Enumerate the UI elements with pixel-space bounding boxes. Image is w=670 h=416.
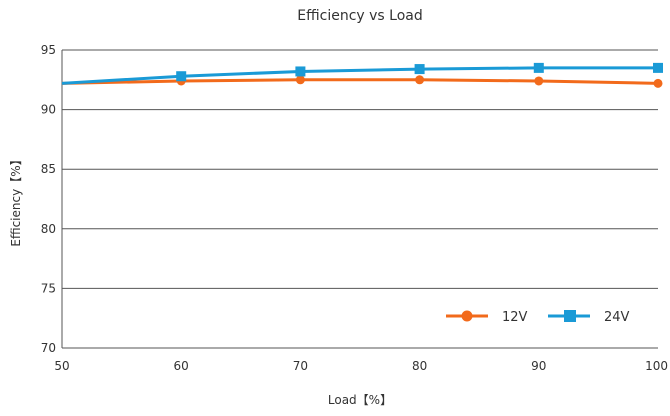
x-axis-title: Load【%】: [328, 393, 392, 407]
x-tick-label: 100: [645, 359, 668, 373]
data-point-24V: [295, 66, 306, 77]
data-point-24V: [533, 62, 544, 73]
y-tick-label: 70: [41, 341, 56, 355]
data-point-24V: [176, 71, 187, 82]
y-tick-label: 80: [41, 222, 56, 236]
y-tick-label: 85: [41, 162, 56, 176]
x-tick-label: 60: [174, 359, 189, 373]
y-tick-label: 90: [41, 103, 56, 117]
legend-label-24V: 24V: [604, 310, 630, 325]
series-line-12V: [61, 78, 659, 85]
x-tick-label: 70: [293, 359, 308, 373]
data-point-12V: [534, 76, 544, 86]
legend-marker-12V: [461, 310, 473, 322]
data-point-12V: [415, 75, 425, 85]
data-point-24V: [414, 64, 425, 75]
series-line-24V: [61, 66, 658, 85]
y-tick-labels: 70 75 80 85 90 95: [41, 43, 56, 355]
grid-lines: [62, 49, 658, 349]
legend: 12V 24V: [446, 310, 630, 325]
chart-title: Efficiency vs Load: [297, 8, 423, 24]
series-markers: [176, 62, 663, 88]
x-tick-label: 80: [412, 359, 427, 373]
axes: [61, 50, 658, 349]
data-point-24V: [653, 62, 663, 73]
legend-label-12V: 12V: [502, 310, 528, 325]
legend-marker-24V: [564, 310, 576, 322]
x-tick-labels: 50 60 70 80 90 100: [54, 359, 668, 373]
x-tick-label: 50: [54, 359, 69, 373]
y-axis-title: Efficiency【%】: [9, 153, 23, 246]
y-tick-label: 75: [41, 281, 56, 295]
data-point-12V: [295, 75, 305, 85]
data-point-12V: [653, 78, 663, 88]
x-tick-label: 90: [531, 359, 546, 373]
series-lines: [61, 66, 659, 85]
y-tick-label: 95: [41, 43, 56, 57]
